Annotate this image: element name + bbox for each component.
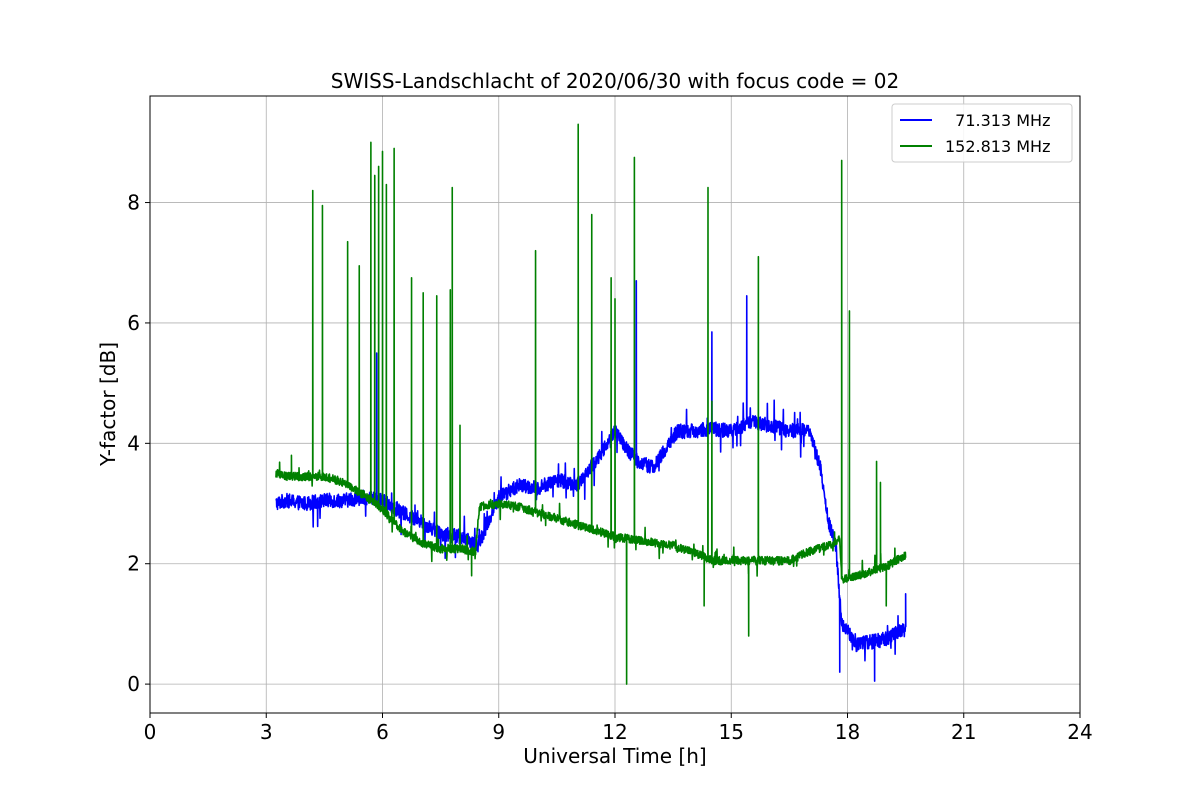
chart-title: SWISS-Landschlacht of 2020/06/30 with fo… xyxy=(331,69,899,93)
series-line-1 xyxy=(275,123,907,685)
x-tick-label: 3 xyxy=(260,720,273,744)
x-tick-label: 15 xyxy=(719,720,744,744)
y-tick-label: 4 xyxy=(127,431,140,455)
x-tick-label: 0 xyxy=(144,720,157,744)
legend-label-71mhz: 71.313 MHz xyxy=(945,111,1050,130)
y-axis-label: Y-factor [dB] xyxy=(96,342,120,467)
y-tick-label: 8 xyxy=(127,191,140,215)
legend: 71.313 MHz 152.813 MHz xyxy=(891,103,1073,163)
series-line-0 xyxy=(275,280,907,682)
y-tick-label: 2 xyxy=(127,552,140,576)
y-axis-ticks: 0 2 4 6 8 xyxy=(127,191,150,696)
legend-label-152mhz: 152.813 MHz xyxy=(945,137,1050,156)
x-tick-label: 9 xyxy=(492,720,505,744)
x-axis-label: Universal Time [h] xyxy=(523,744,706,768)
x-tick-label: 6 xyxy=(376,720,389,744)
x-tick-label: 21 xyxy=(951,720,976,744)
legend-box xyxy=(891,103,1073,163)
series-lines xyxy=(275,123,907,685)
y-tick-label: 0 xyxy=(127,672,140,696)
x-tick-label: 12 xyxy=(602,720,627,744)
x-tick-label: 18 xyxy=(835,720,860,744)
x-axis-ticks: 0 3 6 9 12 15 18 21 24 xyxy=(144,713,1093,744)
y-tick-label: 6 xyxy=(127,311,140,335)
x-tick-label: 24 xyxy=(1067,720,1092,744)
